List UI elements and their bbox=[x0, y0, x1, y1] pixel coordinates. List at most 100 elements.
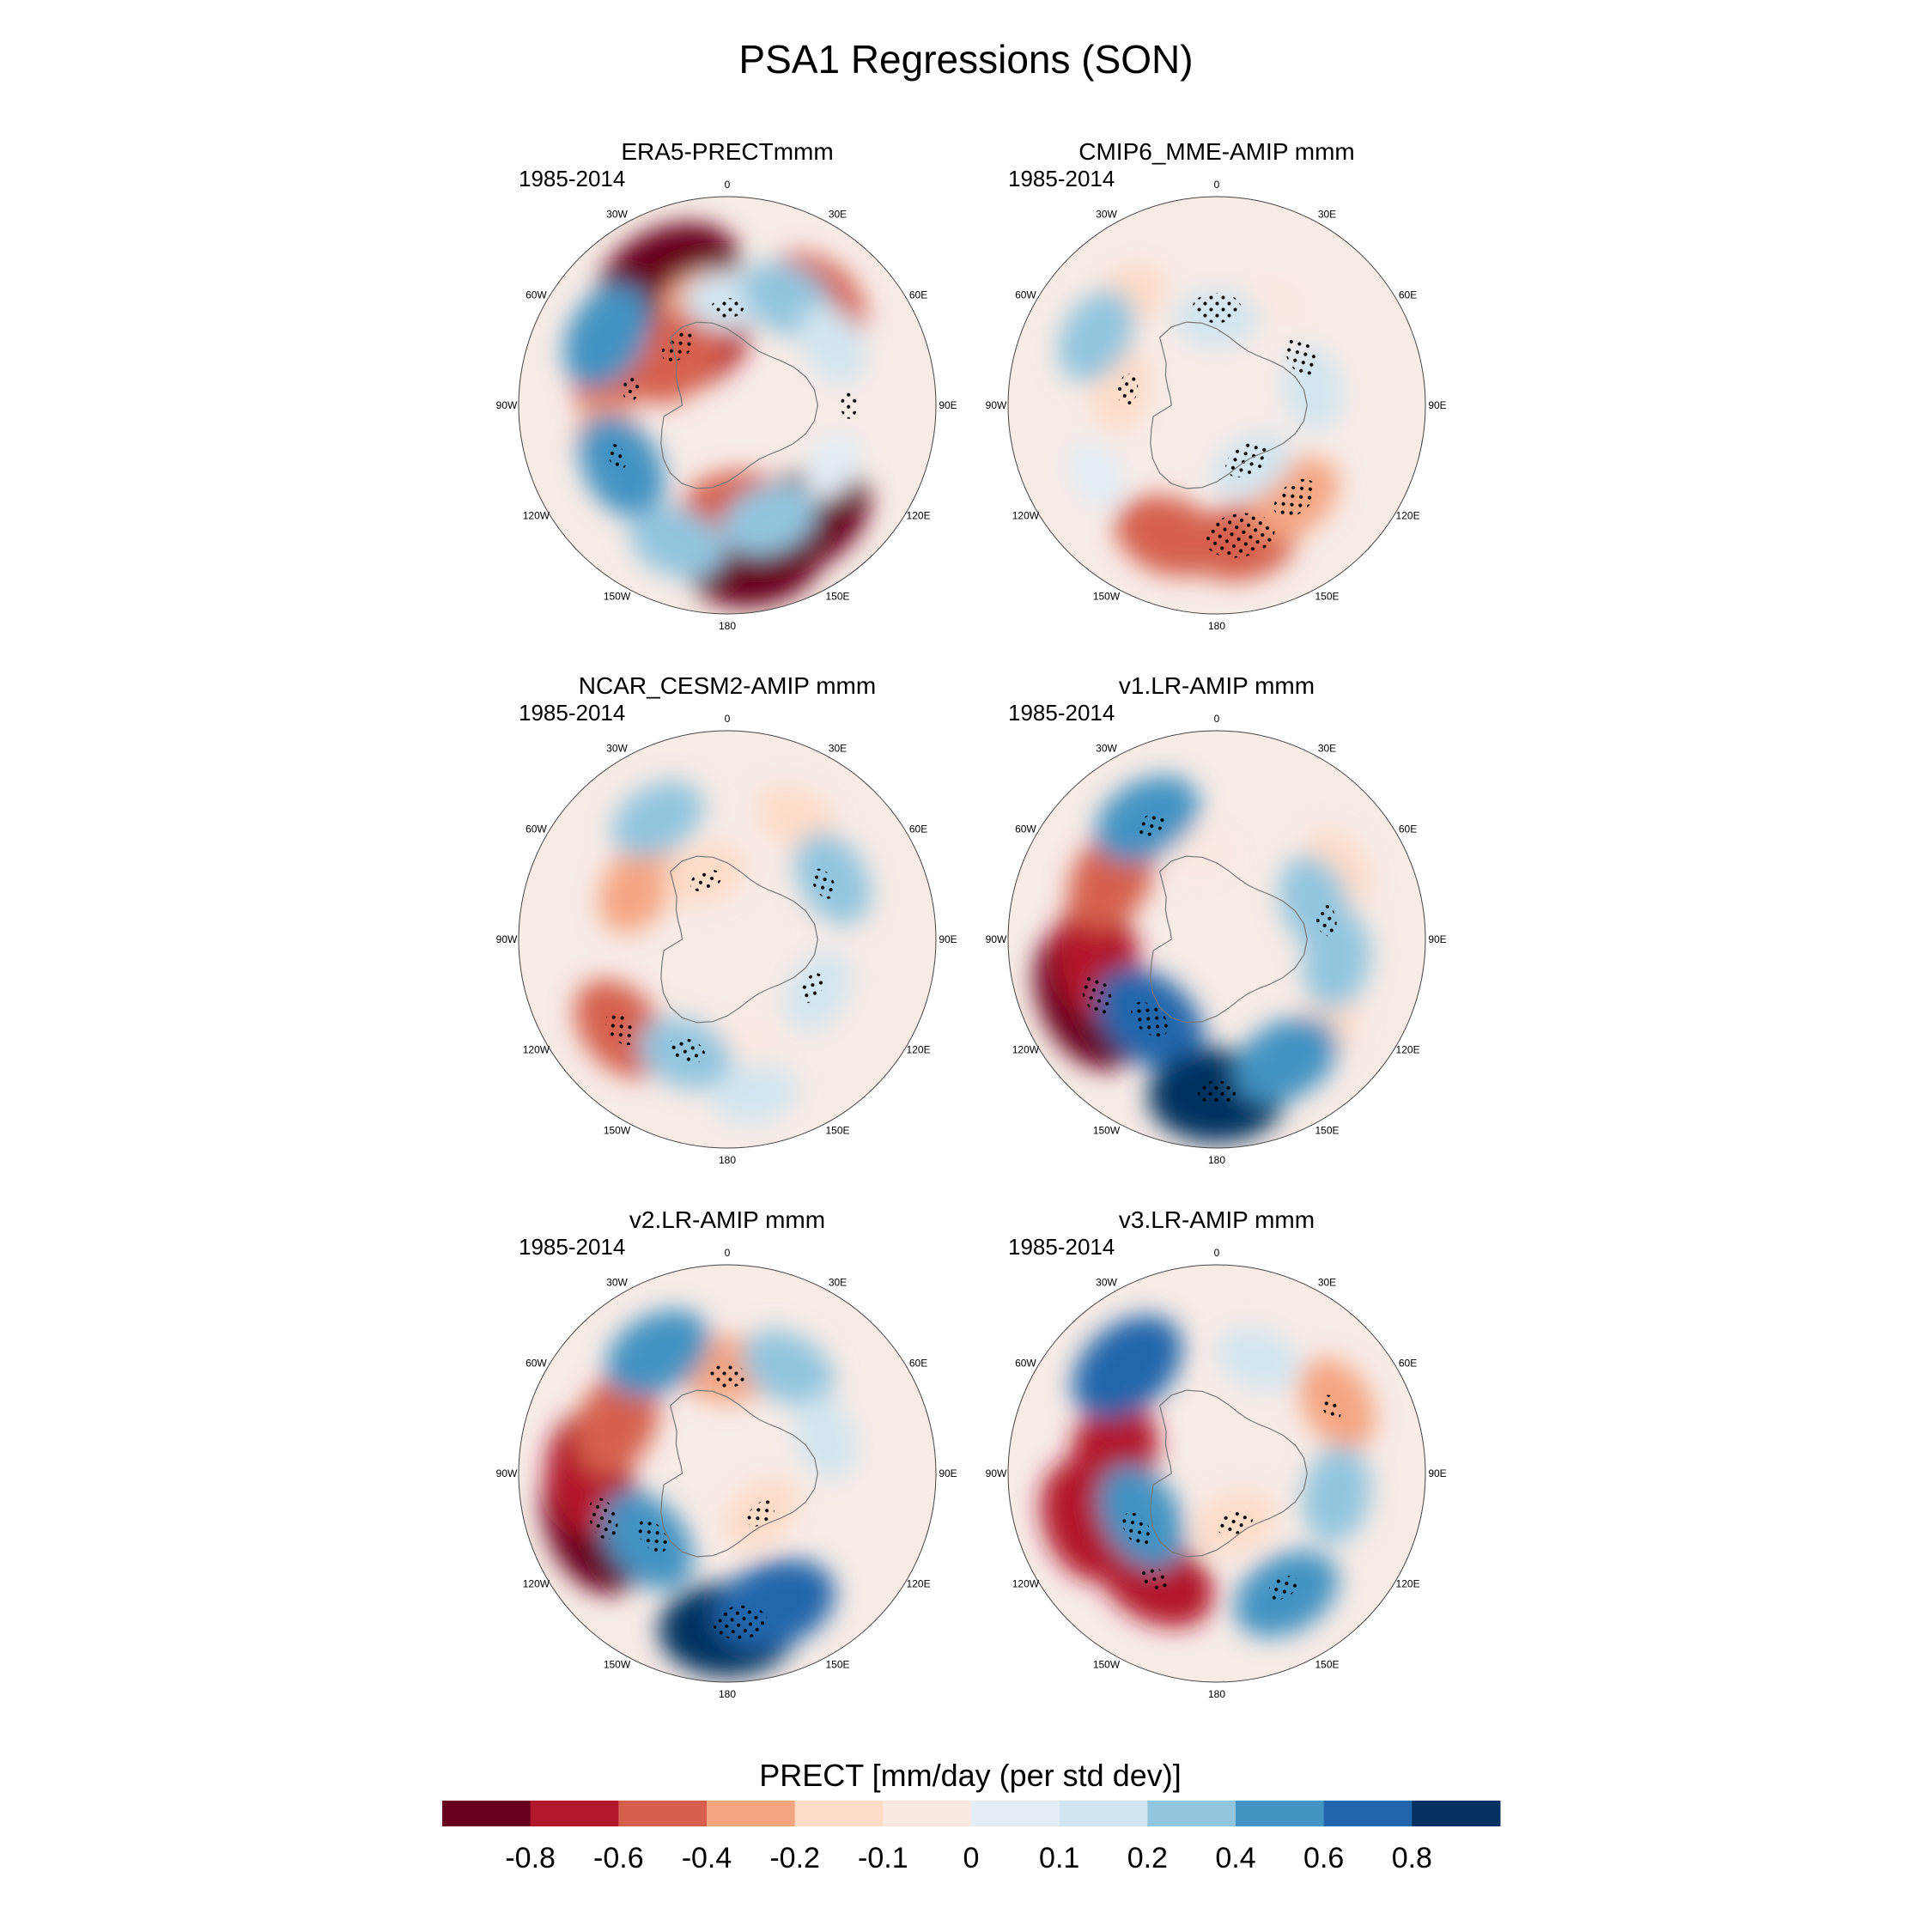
panel-title: ERA5-PRECTmmm bbox=[621, 138, 833, 165]
longitude-label: 0 bbox=[1214, 1247, 1220, 1259]
anomaly-patch bbox=[1243, 271, 1312, 329]
significance-stipple bbox=[746, 1500, 775, 1527]
panel-title: CMIP6_MME-AMIP mmm bbox=[1078, 138, 1355, 165]
panel-period: 1985-2014 bbox=[1008, 166, 1115, 191]
longitude-label: 60W bbox=[526, 1358, 547, 1370]
map-boundary bbox=[1007, 730, 1426, 1149]
colorbar-swatch bbox=[794, 1801, 884, 1826]
longitude-label: 120E bbox=[1396, 510, 1420, 522]
longitude-label: 0 bbox=[725, 1247, 731, 1259]
significance-stipple bbox=[1135, 812, 1166, 837]
longitude-label: 150E bbox=[1315, 591, 1339, 603]
longitude-label: 90E bbox=[1428, 399, 1446, 411]
longitude-label: 30E bbox=[1318, 208, 1336, 220]
anomaly-patch bbox=[804, 432, 861, 501]
longitude-label: 0 bbox=[1214, 179, 1220, 191]
significance-stipple bbox=[588, 1498, 618, 1540]
colorbar-swatch bbox=[1323, 1801, 1413, 1826]
colorbar-swatch bbox=[883, 1801, 972, 1826]
longitude-label: 120W bbox=[1012, 1044, 1040, 1056]
anomaly-patch bbox=[794, 832, 872, 925]
longitude-label: 60E bbox=[1399, 823, 1417, 835]
colorbar-swatch bbox=[1059, 1801, 1148, 1826]
longitude-label: 0 bbox=[725, 179, 731, 191]
anomaly-patch bbox=[1302, 911, 1371, 1010]
anomaly-patch bbox=[598, 841, 676, 933]
longitude-label: 30W bbox=[606, 1276, 628, 1288]
significance-stipple bbox=[1285, 337, 1317, 377]
anomaly-patch bbox=[720, 483, 817, 556]
panel-title: NCAR_CESM2-AMIP mmm bbox=[579, 672, 876, 699]
significance-stipple bbox=[637, 1519, 668, 1552]
significance-stipple bbox=[1192, 293, 1242, 324]
longitude-label: 120W bbox=[523, 1044, 550, 1056]
colorbar-swatch bbox=[442, 1801, 532, 1826]
antarctica-coastline bbox=[1150, 1389, 1308, 1558]
anomaly-patch bbox=[799, 304, 866, 385]
colorbar-swatch bbox=[707, 1801, 796, 1826]
longitude-label: 30W bbox=[606, 742, 628, 754]
longitude-label: 90W bbox=[986, 933, 1007, 945]
colorbar-tick-label: -0.1 bbox=[858, 1842, 908, 1874]
figure-title: PSA1 Regressions (SON) bbox=[738, 37, 1193, 82]
colorbar: PRECT [mm/day (per std dev)] -0.8 -0.6 -0.… bbox=[442, 1758, 1501, 1874]
significance-stipple bbox=[711, 297, 744, 319]
map-boundary bbox=[518, 1264, 937, 1683]
longitude-label: 60W bbox=[526, 823, 547, 835]
anomaly-patch bbox=[1115, 495, 1224, 577]
panel-period: 1985-2014 bbox=[519, 166, 625, 191]
colorbar-swatch bbox=[1236, 1801, 1325, 1826]
significance-stipple bbox=[607, 444, 627, 470]
longitude-label: 180 bbox=[1208, 620, 1225, 632]
significance-stipple bbox=[623, 374, 641, 402]
significance-stipple bbox=[1197, 1080, 1236, 1104]
colorbar-tick-label: -0.6 bbox=[593, 1842, 644, 1874]
significance-stipple bbox=[708, 1364, 747, 1388]
colorbar-tick-label: 0.8 bbox=[1392, 1842, 1432, 1874]
longitude-label: 180 bbox=[1208, 1154, 1225, 1166]
longitude-label: 90E bbox=[939, 1467, 957, 1479]
longitude-label: 150W bbox=[1093, 1659, 1121, 1671]
longitude-label: 90W bbox=[496, 399, 518, 411]
colorbar-tick-label: 0.2 bbox=[1127, 1842, 1168, 1874]
colorbar-tick-label: 0.1 bbox=[1039, 1842, 1079, 1874]
colorbar-tick-label: 0 bbox=[963, 1842, 980, 1874]
colorbar-tick-labels: -0.8 -0.6 -0.4 -0.2 -0.1 0 0.1 0.2 0.4 0.6 0.8 bbox=[505, 1842, 1432, 1874]
longitude-label: 120E bbox=[1396, 1578, 1420, 1590]
significance-stipple bbox=[1117, 373, 1139, 406]
antarctica-coastline bbox=[660, 321, 818, 489]
longitude-label: 0 bbox=[725, 713, 731, 725]
map-field bbox=[519, 197, 936, 614]
map-field bbox=[519, 731, 936, 1148]
anomaly-patch bbox=[1058, 289, 1135, 382]
panel-period: 1985-2014 bbox=[519, 1234, 625, 1260]
colorbar-title: PRECT [mm/day (per std dev)] bbox=[759, 1758, 1181, 1793]
anomaly-patch bbox=[1302, 1445, 1371, 1544]
longitude-label: 60E bbox=[1399, 1358, 1417, 1370]
colorbar-tick-label: 0.6 bbox=[1303, 1842, 1344, 1874]
significance-stipple bbox=[1205, 513, 1275, 558]
longitude-label: 60W bbox=[1015, 289, 1036, 301]
colorbar-tick-label: -0.8 bbox=[505, 1842, 556, 1874]
longitude-label: 120E bbox=[907, 510, 931, 522]
longitude-label: 150E bbox=[825, 591, 849, 603]
longitude-label: 90W bbox=[496, 1467, 518, 1479]
map-field bbox=[1008, 1265, 1425, 1682]
significance-stipple bbox=[1267, 1576, 1298, 1601]
panel-title: v2.LR-AMIP mmm bbox=[629, 1206, 825, 1233]
anomaly-patch bbox=[1098, 1465, 1185, 1570]
longitude-label: 30E bbox=[829, 1276, 847, 1288]
panel-period: 1985-2014 bbox=[1008, 700, 1115, 726]
colorbar-tick-label: -0.4 bbox=[682, 1842, 732, 1874]
significance-stipple bbox=[713, 1605, 768, 1640]
significance-stipple bbox=[690, 869, 722, 892]
longitude-label: 60E bbox=[909, 823, 927, 835]
panel-title: v1.LR-AMIP mmm bbox=[1119, 672, 1315, 699]
significance-stipple bbox=[1122, 1512, 1151, 1546]
significance-stipple bbox=[1321, 1394, 1341, 1420]
longitude-label: 120W bbox=[1012, 1578, 1040, 1590]
longitude-label: 90W bbox=[986, 399, 1007, 411]
